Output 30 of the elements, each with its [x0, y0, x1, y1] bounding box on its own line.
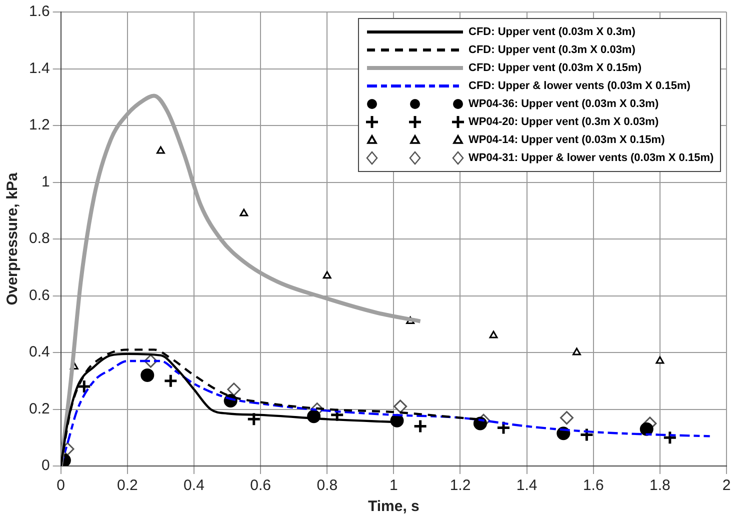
y-tick-label: 1.4: [28, 60, 50, 77]
x-tick-label: 0.2: [116, 477, 138, 494]
legend-label: WP04-31: Upper & lower vents (0.03m X 0.15m): [468, 152, 714, 164]
legend-label: CFD: Upper vent (0.3m X 0.03m): [468, 44, 636, 56]
x-tick-label: 1.8: [650, 477, 670, 494]
x-tick-label: 1: [390, 477, 398, 494]
x-tick-label: 0.4: [184, 477, 204, 494]
legend-label: CFD: Upper vent (0.03m X 0.3m): [468, 26, 636, 38]
x-tick-label: 0: [56, 477, 66, 494]
legend-label: WP04-36: Upper vent (0.03m X 0.3m): [468, 98, 659, 110]
x-tick-label: 1.6: [582, 477, 604, 494]
y-tick-label: 0.4: [28, 344, 50, 361]
x-tick-label: 1.2: [450, 477, 471, 494]
y-tick-label: 1.2: [28, 116, 50, 134]
y-tick-label: 0.2: [28, 400, 50, 418]
y-tick-label: 0: [42, 457, 50, 474]
y-tick-label: 0.6: [28, 286, 50, 304]
x-tick-label: 0.6: [250, 477, 271, 494]
y-tick-label: 0.8: [28, 230, 50, 248]
y-axis-title: Overpressure, kPa: [4, 172, 22, 306]
x-tick-label: 0.8: [316, 477, 338, 494]
y-tick-label: 1: [42, 173, 50, 190]
x-tick-label: 1.4: [516, 477, 538, 494]
x-axis-title: Time, s: [368, 498, 420, 516]
legend-label: WP04-20: Upper vent (0.3m X 0.03m): [468, 116, 659, 128]
legend-label: CFD: Upper vent (0.03m X 0.15m): [468, 62, 642, 74]
x-tick-label: 2: [722, 477, 731, 494]
legend-label: CFD: Upper & lower vents (0.03m X 0.15m): [468, 80, 690, 92]
y-tick-label: 1.6: [28, 3, 50, 20]
legend-label: WP04-14: Upper vent (0.03m X 0.15m): [468, 134, 665, 146]
